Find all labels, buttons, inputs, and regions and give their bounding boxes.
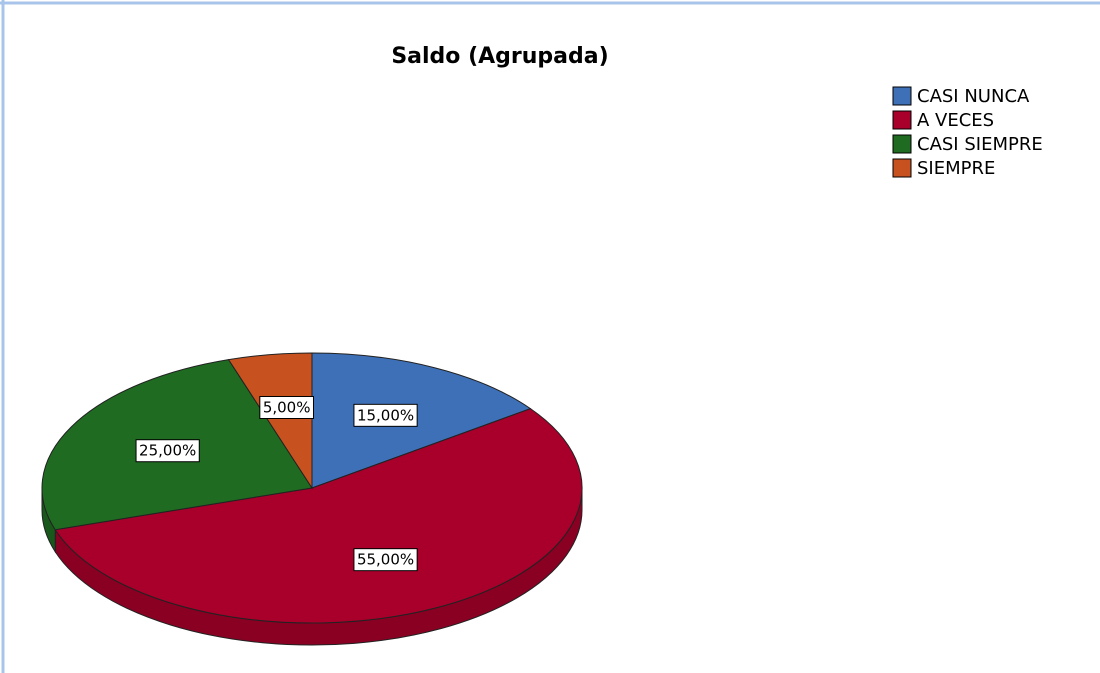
data-label-box xyxy=(259,395,314,419)
legend-label: CASI SIEMPRE xyxy=(917,134,1043,155)
data-label: 15,00% xyxy=(357,406,414,424)
data-label: 55,00% xyxy=(357,551,414,569)
legend-swatch xyxy=(892,110,912,130)
legend-swatch xyxy=(892,86,912,106)
slice xyxy=(227,352,313,490)
legend-label: A VECES xyxy=(917,110,994,131)
data-label: 25,00% xyxy=(139,442,196,460)
legend-label: CASI NUNCA xyxy=(917,86,1030,107)
chart-title: Saldo (Agrupada) xyxy=(391,44,608,69)
slice xyxy=(311,352,532,489)
legend-swatch xyxy=(892,158,912,178)
legend-swatch xyxy=(892,134,912,154)
data-label-box xyxy=(135,439,200,463)
data-label-box xyxy=(353,548,418,572)
slice xyxy=(54,408,583,624)
legend-label: SIEMPRE xyxy=(917,158,995,179)
data-label-box xyxy=(353,403,418,427)
data-label: 5,00% xyxy=(263,398,311,416)
